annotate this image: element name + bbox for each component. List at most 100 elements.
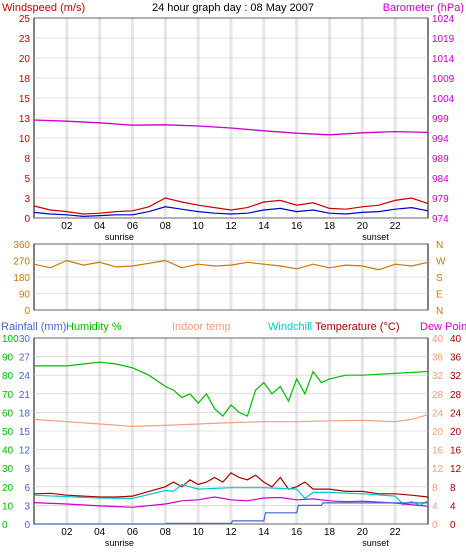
windspeed-tick-label: 5	[24, 174, 30, 185]
rainfall-tick-label: 18	[19, 408, 31, 419]
temperature-tick-label: 8	[450, 483, 456, 494]
rainfall-tick-label: 24	[19, 371, 31, 382]
sunset-label: sunset	[362, 538, 389, 548]
x-tick-label: 14	[258, 527, 270, 538]
rainfall-tick-label: 27	[19, 353, 31, 364]
x-tick-label: 22	[390, 221, 402, 232]
humidity-tick-label: 20	[2, 483, 14, 494]
barometer-tick-label: 989	[432, 154, 449, 165]
x-tick-label: 18	[324, 221, 336, 232]
windspeed-tick-label: 23	[19, 34, 31, 45]
direction-tick-label: 0	[24, 306, 30, 317]
windspeed-tick-label: 10	[19, 134, 31, 145]
temperature-tick-label: 0	[450, 520, 456, 531]
barometer-tick-label: 1024	[432, 14, 455, 25]
indoor-temp-tick-label: 20	[432, 427, 444, 438]
compass-tick-label: E	[436, 290, 443, 301]
temperature-humidity-panel: 3027242118151296301009080706050403020100…	[2, 334, 462, 548]
compass-tick-label: N	[436, 306, 443, 317]
x-tick-label: 22	[390, 527, 402, 538]
windspeed-tick-label: 13	[19, 114, 31, 125]
x-tick-label: 06	[127, 221, 139, 232]
temperature-tick-label: 20	[450, 427, 462, 438]
temperature-tick-label: 16	[450, 446, 462, 457]
direction-tick-label: 360	[13, 240, 30, 251]
barometer-line	[33, 119, 429, 136]
x-tick-label: 02	[61, 527, 73, 538]
rainfall-tick-label: 9	[24, 464, 30, 475]
wind-direction-line	[33, 259, 429, 271]
barometer-tick-label: 979	[432, 194, 449, 205]
indoor-temp-tick-label: 24	[432, 408, 444, 419]
x-tick-label: 08	[160, 221, 172, 232]
temperature-tick-label: 28	[450, 390, 462, 401]
indoor-temp-tick-label: 12	[432, 464, 444, 475]
humidity-tick-label: 0	[2, 520, 8, 531]
temperature-tick-label: 32	[450, 371, 462, 382]
rain-line	[34, 502, 428, 525]
compass-tick-label: W	[436, 257, 446, 268]
x-tick-label: 20	[357, 527, 369, 538]
humidity-tick-label: 10	[2, 501, 14, 512]
barometer-tick-label: 974	[432, 214, 449, 225]
indoor-temp-tick-label: 32	[432, 371, 444, 382]
wind-average-line	[33, 206, 429, 218]
x-tick-label: 12	[225, 221, 237, 232]
graph-title: 24 hour graph day : 08 May 2007	[152, 2, 314, 14]
x-tick-label: 16	[291, 221, 303, 232]
indoor-temp-tick-label: 0	[432, 520, 438, 531]
windspeed-tick-label: 8	[24, 154, 30, 165]
direction-tick-label: 180	[13, 273, 30, 284]
legend-indoor-temp: Indoor temp	[172, 321, 231, 333]
rainfall-tick-label: 6	[24, 483, 30, 494]
direction-tick-label: 270	[13, 257, 30, 268]
humidity-tick-label: 60	[2, 408, 14, 419]
rainfall-tick-label: 15	[19, 427, 31, 438]
rainfall-tick-label: 30	[19, 334, 31, 345]
temperature-tick-label: 36	[450, 353, 462, 364]
temp-line	[33, 472, 429, 498]
humidity-tick-label: 90	[2, 353, 14, 364]
barometer-tick-label: 1009	[432, 74, 455, 85]
windspeed-tick-label: 3	[24, 194, 30, 205]
indoor-temp-tick-label: 8	[432, 483, 438, 494]
rainfall-tick-label: 12	[19, 446, 31, 457]
windspeed-line	[33, 197, 429, 215]
barometer-tick-label: 999	[432, 114, 449, 125]
x-tick-label: 04	[94, 527, 106, 538]
humidity-tick-label: 30	[2, 464, 14, 475]
barometer-axis-label: Barometer (hPa)	[383, 2, 464, 14]
direction-tick-label: 90	[19, 290, 31, 301]
windspeed-tick-label: 20	[19, 54, 31, 65]
indoor-temp-tick-label: 28	[432, 390, 444, 401]
legend-humidity: Humidity %	[66, 321, 122, 333]
legend-temperature: Temperature (°C)	[315, 321, 399, 333]
legend-dew-point: Dew Point	[420, 321, 466, 333]
indoor-temp-tick-label: 4	[432, 501, 438, 512]
temperature-tick-label: 4	[450, 501, 456, 512]
indoor-temp-tick-label: 16	[432, 446, 444, 457]
indoor-temp-tick-label: 36	[432, 353, 444, 364]
sunrise-label: sunrise	[105, 538, 134, 548]
rainfall-tick-label: 21	[19, 390, 31, 401]
humidity-tick-label: 50	[2, 427, 14, 438]
humidity-tick-label: 40	[2, 446, 14, 457]
windspeed-tick-label: 15	[19, 94, 31, 105]
windspeed-axis-label: Windspeed (m/s)	[2, 2, 85, 14]
rainfall-tick-label: 3	[24, 501, 30, 512]
sunrise-label: sunrise	[105, 232, 134, 242]
barometer-tick-label: 984	[432, 174, 449, 185]
x-tick-label: 12	[225, 527, 237, 538]
indoor-line	[33, 414, 429, 428]
legend-rainfall: Rainfall (mm)	[1, 321, 66, 333]
barometer-tick-label: 1014	[432, 54, 455, 65]
barometer-tick-label: 994	[432, 134, 449, 145]
temperature-tick-label: 24	[450, 408, 462, 419]
x-tick-label: 10	[193, 527, 205, 538]
x-tick-label: 06	[127, 527, 139, 538]
humidity-tick-label: 70	[2, 390, 14, 401]
barometer-tick-label: 1004	[432, 94, 455, 105]
humidity-tick-label: 80	[2, 371, 14, 382]
